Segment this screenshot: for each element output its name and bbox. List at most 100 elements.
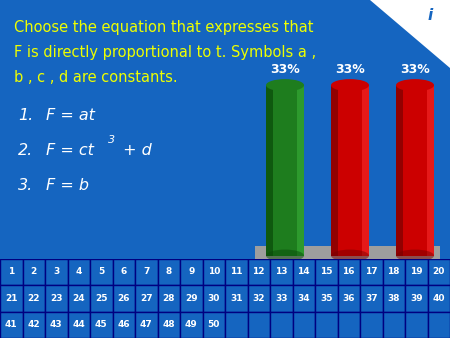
Bar xyxy=(338,312,360,338)
Bar xyxy=(90,285,112,312)
Bar xyxy=(112,312,135,338)
Bar xyxy=(338,259,360,285)
Text: 47: 47 xyxy=(140,320,153,329)
Ellipse shape xyxy=(266,249,304,262)
Bar xyxy=(180,259,202,285)
Bar xyxy=(255,246,440,265)
Bar xyxy=(225,312,248,338)
Text: 1.: 1. xyxy=(18,108,33,123)
Text: 17: 17 xyxy=(365,267,378,276)
Bar xyxy=(292,312,315,338)
Ellipse shape xyxy=(396,249,434,262)
Text: 10: 10 xyxy=(207,267,220,276)
Bar xyxy=(225,259,248,285)
Text: 4: 4 xyxy=(76,267,82,276)
Text: b , c , d are constants.: b , c , d are constants. xyxy=(14,70,178,85)
Bar xyxy=(22,285,45,312)
Text: 30: 30 xyxy=(207,294,220,303)
Text: + d: + d xyxy=(118,143,152,158)
Bar xyxy=(396,85,403,256)
Text: 6: 6 xyxy=(121,267,127,276)
Bar xyxy=(68,312,90,338)
Text: 12: 12 xyxy=(252,267,265,276)
Ellipse shape xyxy=(396,79,434,91)
Bar xyxy=(45,312,68,338)
Bar xyxy=(405,285,428,312)
Text: 9: 9 xyxy=(188,267,194,276)
Text: 2: 2 xyxy=(346,259,354,269)
Bar xyxy=(428,259,450,285)
Text: 2: 2 xyxy=(31,267,37,276)
Bar xyxy=(90,259,112,285)
Text: 16: 16 xyxy=(342,267,355,276)
Text: 29: 29 xyxy=(185,294,198,303)
Bar xyxy=(248,259,270,285)
Bar xyxy=(360,312,382,338)
Text: 11: 11 xyxy=(230,267,243,276)
Bar xyxy=(248,285,270,312)
Text: F = b: F = b xyxy=(46,178,89,193)
Ellipse shape xyxy=(266,79,304,91)
Text: 36: 36 xyxy=(342,294,355,303)
Bar xyxy=(0,259,22,285)
Text: 5: 5 xyxy=(98,267,104,276)
Text: 23: 23 xyxy=(50,294,63,303)
Bar xyxy=(315,285,338,312)
Bar xyxy=(202,312,225,338)
Bar xyxy=(158,285,180,312)
Bar xyxy=(180,285,202,312)
Text: 1: 1 xyxy=(281,259,289,269)
Text: 3: 3 xyxy=(411,259,419,269)
Bar xyxy=(158,259,180,285)
Text: 33: 33 xyxy=(275,294,288,303)
Bar xyxy=(45,259,68,285)
Text: F = ct: F = ct xyxy=(46,143,94,158)
Text: 28: 28 xyxy=(162,294,175,303)
Text: 3: 3 xyxy=(108,135,115,145)
Text: 25: 25 xyxy=(95,294,108,303)
Text: 34: 34 xyxy=(297,294,310,303)
Text: 42: 42 xyxy=(27,320,40,329)
Bar xyxy=(270,312,292,338)
Bar xyxy=(202,285,225,312)
Text: Choose the equation that expresses that: Choose the equation that expresses that xyxy=(14,20,314,35)
Text: 46: 46 xyxy=(117,320,130,329)
Text: 19: 19 xyxy=(410,267,423,276)
Text: 1: 1 xyxy=(8,267,14,276)
Bar xyxy=(202,259,225,285)
Bar xyxy=(135,285,158,312)
Text: 8: 8 xyxy=(166,267,172,276)
Text: 40: 40 xyxy=(432,294,445,303)
Bar xyxy=(382,312,405,338)
Text: 44: 44 xyxy=(72,320,85,329)
Text: 2.: 2. xyxy=(18,143,33,158)
Bar xyxy=(292,259,315,285)
Text: 39: 39 xyxy=(410,294,423,303)
Bar xyxy=(266,85,304,256)
Bar xyxy=(22,259,45,285)
Bar xyxy=(382,285,405,312)
Text: 26: 26 xyxy=(117,294,130,303)
Bar xyxy=(180,312,202,338)
Bar xyxy=(68,259,90,285)
Text: 38: 38 xyxy=(387,294,400,303)
Bar xyxy=(405,259,428,285)
Bar xyxy=(135,312,158,338)
Text: 41: 41 xyxy=(5,320,18,329)
Bar xyxy=(331,85,369,256)
Bar xyxy=(297,85,304,256)
Text: 14: 14 xyxy=(297,267,310,276)
Bar xyxy=(0,285,22,312)
Text: 50: 50 xyxy=(207,320,220,329)
Ellipse shape xyxy=(331,249,369,262)
Bar xyxy=(315,312,338,338)
Text: 49: 49 xyxy=(185,320,198,329)
Bar xyxy=(315,259,338,285)
Text: i: i xyxy=(428,7,432,23)
Bar xyxy=(90,312,112,338)
Text: 33%: 33% xyxy=(335,63,365,76)
Text: 32: 32 xyxy=(252,294,265,303)
Text: 21: 21 xyxy=(5,294,18,303)
Text: 31: 31 xyxy=(230,294,243,303)
Text: 3: 3 xyxy=(53,267,59,276)
